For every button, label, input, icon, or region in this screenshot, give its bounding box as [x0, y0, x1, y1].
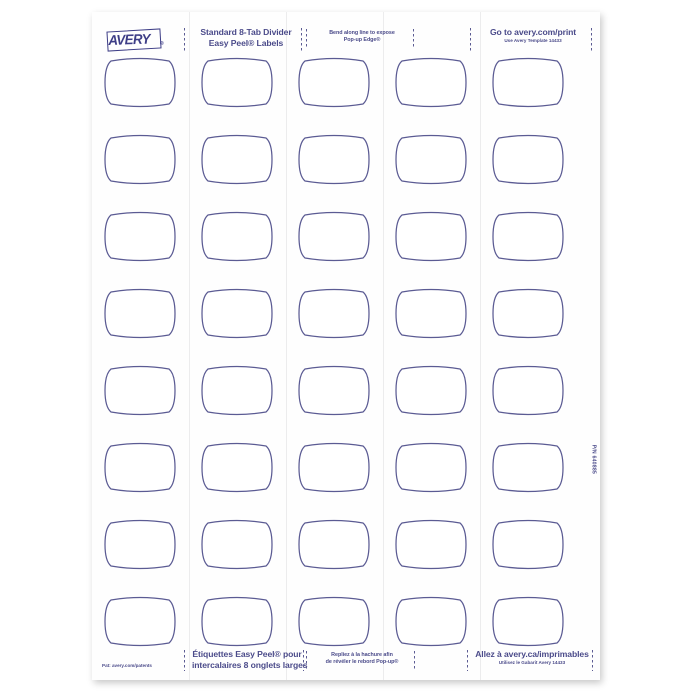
- label-r8c5[interactable]: [489, 596, 567, 647]
- label-r2c1[interactable]: [101, 134, 179, 185]
- label-r8c1[interactable]: [101, 596, 179, 647]
- note-product-name-fr-line1: Étiquettes Easy Peel® pour: [192, 649, 302, 659]
- tick-marks-header-3-left: [470, 28, 471, 52]
- note-product-name-line2: Easy Peel® Labels: [208, 38, 284, 48]
- note-product-name-line1: Standard 8-Tab Divider: [200, 27, 292, 37]
- column-separator-2: [286, 12, 287, 680]
- tick-marks-footer-2-left: [306, 651, 307, 669]
- note-bend-instruction-fr-line1: Repliez à la hachure afin: [331, 652, 393, 658]
- label-r1c5[interactable]: [489, 57, 567, 108]
- column-separator-1: [189, 12, 190, 680]
- note-print-url-line1: Go to avery.com/print: [489, 27, 577, 37]
- label-r7c2[interactable]: [198, 519, 276, 570]
- label-r8c2[interactable]: [198, 596, 276, 647]
- note-bend-instruction-fr-line2: de révéler le rebord Pop-up®: [325, 658, 399, 665]
- label-r4c4[interactable]: [392, 288, 470, 339]
- label-r5c4[interactable]: [392, 365, 470, 416]
- tick-marks-header-1-left: [184, 28, 185, 52]
- avery-label-sheet: AVERY ® Standard 8-Tab Divider Easy Peel…: [92, 12, 600, 680]
- note-print-url-fr-line1: Allez à avery.ca/imprimables: [475, 649, 589, 659]
- label-r6c3[interactable]: [295, 442, 373, 493]
- label-r2c3[interactable]: [295, 134, 373, 185]
- label-r4c5[interactable]: [489, 288, 567, 339]
- note-bend-instruction-fr: Repliez à la hachure afin de révéler le …: [311, 652, 413, 666]
- label-r4c3[interactable]: [295, 288, 373, 339]
- label-r1c4[interactable]: [392, 57, 470, 108]
- label-r8c3[interactable]: [295, 596, 373, 647]
- avery-logo: AVERY ®: [106, 28, 168, 52]
- label-r6c5[interactable]: [489, 442, 567, 493]
- label-r3c3[interactable]: [295, 211, 373, 262]
- column-separator-3: [383, 12, 384, 680]
- part-number-label: P/N 640885: [590, 444, 596, 474]
- note-product-name-fr: Étiquettes Easy Peel® pour intercalaires…: [192, 649, 308, 671]
- column-separator-4: [480, 12, 481, 680]
- label-r7c4[interactable]: [392, 519, 470, 570]
- note-product-name-fr-line2: intercalaires 8 onglets larges: [192, 660, 308, 670]
- label-r2c4[interactable]: [392, 134, 470, 185]
- tick-marks-footer-2-right: [414, 651, 415, 669]
- tick-marks-footer-3-left: [467, 650, 468, 671]
- note-patent: Pat: avery.com/patents: [102, 663, 202, 669]
- label-r3c5[interactable]: [489, 211, 567, 262]
- labels-grid: [92, 12, 600, 680]
- label-r3c1[interactable]: [101, 211, 179, 262]
- label-r3c4[interactable]: [392, 211, 470, 262]
- label-r7c3[interactable]: [295, 519, 373, 570]
- tick-marks-footer-3-right: [592, 650, 593, 671]
- label-r6c2[interactable]: [198, 442, 276, 493]
- note-patent-line1: Pat: avery.com/patents: [102, 663, 152, 668]
- label-r1c1[interactable]: [101, 57, 179, 108]
- note-print-url-fr-line2: Utilisez le Gabarit Avery 14433: [498, 660, 566, 665]
- label-r4c1[interactable]: [101, 288, 179, 339]
- note-bend-instruction: Bend along line to expose Pop-up Edge®: [312, 30, 412, 44]
- note-print-url: Go to avery.com/print Use Avery Template…: [476, 27, 590, 44]
- note-print-url-line2: Use Avery Template 14433: [504, 38, 562, 43]
- tick-marks-header-2-right: [413, 29, 414, 49]
- label-r2c5[interactable]: [489, 134, 567, 185]
- logo-registered-mark: ®: [160, 41, 164, 47]
- label-r4c2[interactable]: [198, 288, 276, 339]
- label-r7c1[interactable]: [101, 519, 179, 570]
- label-r5c5[interactable]: [489, 365, 567, 416]
- label-r1c2[interactable]: [198, 57, 276, 108]
- label-r5c2[interactable]: [198, 365, 276, 416]
- tick-marks-header-1-right: [301, 28, 302, 52]
- tick-marks-header-3-right: [591, 28, 592, 52]
- label-r7c5[interactable]: [489, 519, 567, 570]
- label-r6c1[interactable]: [101, 442, 179, 493]
- label-r5c3[interactable]: [295, 365, 373, 416]
- label-r8c4[interactable]: [392, 596, 470, 647]
- tick-marks-footer-1-left: [184, 650, 185, 671]
- label-r3c2[interactable]: [198, 211, 276, 262]
- label-r1c3[interactable]: [295, 57, 373, 108]
- note-print-url-fr: Allez à avery.ca/imprimables Utilisez le…: [473, 649, 591, 666]
- note-bend-instruction-line2: Pop-up Edge®: [343, 36, 381, 43]
- label-r2c2[interactable]: [198, 134, 276, 185]
- note-product-name: Standard 8-Tab Divider Easy Peel® Labels: [192, 27, 300, 49]
- label-r5c1[interactable]: [101, 365, 179, 416]
- note-bend-instruction-line1: Bend along line to expose: [329, 30, 395, 36]
- label-r6c4[interactable]: [392, 442, 470, 493]
- tick-marks-header-2-left: [306, 29, 307, 49]
- tick-marks-footer-1-right: [303, 650, 304, 671]
